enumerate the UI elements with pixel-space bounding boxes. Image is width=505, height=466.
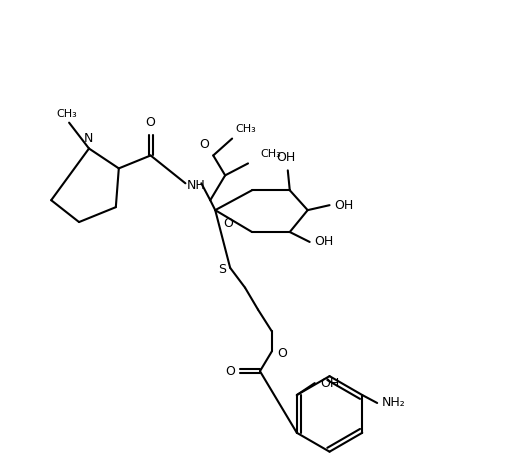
Text: O: O — [276, 347, 286, 360]
Text: O: O — [199, 138, 209, 151]
Text: OH: OH — [276, 151, 295, 164]
Text: N: N — [83, 131, 92, 144]
Text: OH: OH — [334, 199, 353, 212]
Text: O: O — [145, 116, 155, 129]
Text: S: S — [218, 263, 226, 276]
Text: CH₃: CH₃ — [260, 150, 280, 159]
Text: OH: OH — [314, 235, 333, 248]
Text: CH₃: CH₃ — [235, 123, 256, 134]
Text: NH: NH — [186, 179, 205, 192]
Text: O: O — [225, 365, 235, 377]
Text: O: O — [223, 217, 233, 230]
Text: CH₃: CH₃ — [57, 109, 77, 119]
Text: NH₂: NH₂ — [381, 397, 405, 410]
Text: OH: OH — [320, 377, 339, 390]
